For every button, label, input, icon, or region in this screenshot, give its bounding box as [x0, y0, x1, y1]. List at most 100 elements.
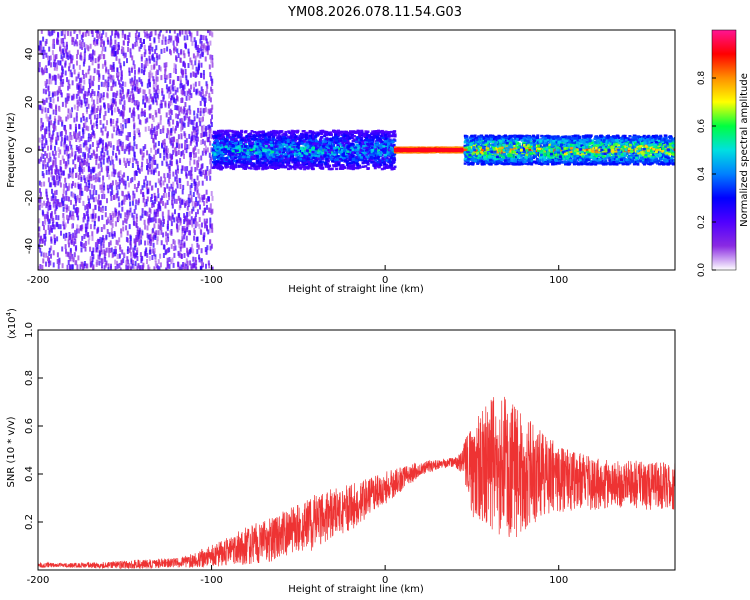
spectrogram-cell: [82, 142, 85, 148]
spectrogram-cell: [150, 97, 153, 103]
spectrogram-cell: [201, 139, 204, 145]
spectrogram-cell: [179, 158, 182, 163]
spectrogram-cell: [208, 263, 211, 269]
spectrogram-cell: [38, 218, 41, 224]
spectrogram-cell: [149, 217, 152, 223]
spectrogram-cell: [87, 232, 90, 237]
spectrogram-cell: [118, 176, 121, 181]
spectrogram-cell: [68, 183, 71, 189]
spectrogram-cell: [176, 165, 179, 171]
spectrogram-cell: [247, 150, 251, 153]
spectrogram-cell: [57, 119, 60, 125]
spectrogram-cell: [74, 154, 77, 160]
spectrogram-cell: [171, 84, 174, 90]
spectrogram-cell: [62, 233, 65, 239]
spectrogram-cell: [77, 91, 80, 96]
spectrogram-cell: [157, 188, 160, 194]
spectrogram-cell: [87, 69, 90, 75]
spectrogram-cell: [98, 31, 101, 37]
spectrogram-cell: [176, 33, 179, 39]
spectrogram-cell: [152, 170, 155, 176]
spectrogram-cell: [121, 206, 124, 212]
spectrogram-cell: [53, 203, 56, 209]
spectrogram-cell: [47, 177, 50, 183]
spectrogram-cell: [62, 170, 65, 176]
spectrogram-cell: [166, 153, 169, 159]
spectrogram-cell: [373, 163, 377, 167]
spectrogram-cell: [131, 163, 134, 168]
spectrogram-cell: [45, 113, 48, 119]
spectrogram-cell: [55, 221, 58, 227]
spectrogram-cell: [74, 246, 77, 252]
spectrogram-cell: [196, 201, 199, 207]
spectrogram-cell: [188, 116, 191, 122]
spectrogram-cell: [153, 57, 156, 63]
spectrogram-cell: [272, 130, 276, 133]
spectrogram-cell: [206, 166, 209, 171]
spectrogram-cell: [183, 253, 186, 258]
spectrogram-cell: [96, 124, 99, 129]
spectrogram-cell: [144, 224, 147, 230]
spectrogram-cell: [187, 197, 190, 203]
spectrogram-cell: [42, 46, 45, 52]
spectrogram-cell: [40, 251, 43, 257]
spectrogram-cell: [197, 44, 200, 50]
spectrogram-cell: [101, 148, 104, 154]
spectrogram-cell: [268, 160, 272, 164]
spectrogram-cell: [166, 247, 169, 253]
spectrogram-cell: [340, 133, 344, 137]
spectrogram-cell: [48, 46, 51, 52]
spectrogram-cell: [93, 50, 96, 56]
spectrogram-cell: [140, 56, 143, 62]
spectrogram-cell: [84, 242, 86, 248]
spectrogram-cell: [153, 133, 156, 139]
spectrogram-cell: [292, 134, 296, 138]
spectrogram-cell: [102, 95, 105, 101]
spectrogram-cell: [140, 79, 143, 85]
spectrogram-cell: [64, 236, 67, 241]
spectrogram-cell: [43, 49, 46, 55]
spectrogram-cell: [360, 144, 364, 148]
spectrogram-cell: [96, 32, 98, 38]
spectrogram-cell: [114, 246, 117, 251]
spectrogram-cell: [86, 99, 89, 105]
spectrogram-cell: [153, 92, 156, 98]
spectrogram-cell: [274, 163, 278, 166]
spectrogram-cell: [314, 133, 318, 136]
spectrogram-cell: [147, 162, 150, 168]
spectrogram-cell: [42, 36, 45, 42]
spectrogram-cell: [149, 93, 152, 99]
spectrogram-cell: [102, 74, 105, 80]
spectrogram-cell: [74, 195, 77, 201]
spectrogram-cell: [203, 201, 206, 206]
spectrogram-cell: [206, 46, 209, 52]
spectrogram-cell: [167, 119, 170, 125]
spectrogram-cell: [78, 145, 80, 151]
spectrogram-cell: [125, 146, 128, 152]
spectrogram-cell: [278, 162, 282, 165]
spectrogram-cell: [201, 261, 204, 267]
spectrogram-cell: [170, 221, 173, 227]
spectrogram-cell: [147, 98, 150, 104]
spectrogram-cell: [303, 165, 307, 169]
spectrogram-cell: [145, 57, 148, 63]
spectrogram-cell: [45, 52, 48, 58]
spectrogram-cell: [127, 259, 130, 265]
spectrogram-cell: [385, 139, 389, 142]
spectrogram-cell: [158, 65, 161, 71]
spectrogram-cell: [48, 78, 51, 84]
spectrogram-cell: [91, 124, 94, 130]
spectrogram-cell: [57, 152, 60, 158]
spectrogram-cell: [148, 89, 151, 95]
spectrogram-cell: [177, 217, 180, 223]
spectrogram-cell: [367, 136, 371, 139]
spectrogram-cell: [144, 32, 147, 38]
spectrogram-cell: [119, 170, 122, 176]
spectrogram-cell: [89, 262, 92, 268]
spectrogram-cell: [272, 143, 275, 147]
spectrogram-cell: [143, 219, 146, 225]
spectrogram-cell: [343, 144, 347, 147]
spectrogram-cell: [183, 225, 186, 231]
spectrogram-cell: [197, 69, 200, 75]
spectrogram-cell: [173, 147, 176, 153]
